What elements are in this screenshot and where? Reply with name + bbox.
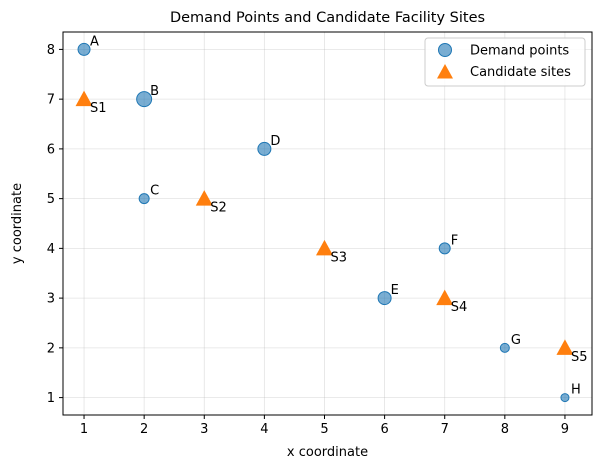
y-tick-label: 4 (47, 242, 55, 257)
y-tick-label: 8 (47, 43, 55, 58)
legend-label-candidate-sites: Candidate sites (470, 65, 571, 80)
y-tick-label: 5 (47, 192, 55, 207)
x-tick-label: 1 (80, 422, 88, 437)
legend-label-demand-points: Demand points (470, 44, 569, 59)
candidate-site-label: S3 (330, 250, 347, 265)
candidate-site-marker (556, 339, 574, 355)
y-tick-label: 6 (47, 142, 55, 157)
x-tick-label: 3 (200, 422, 208, 437)
y-tick-label: 1 (47, 391, 55, 406)
demand-point-marker (438, 242, 451, 255)
candidate-site-label: S4 (451, 300, 468, 315)
x-tick-label: 4 (260, 422, 268, 437)
candidate-site-marker (195, 190, 213, 206)
data-points (75, 42, 574, 403)
demand-point-label: B (150, 84, 159, 99)
demand-point-marker (136, 91, 153, 108)
demand-point-label: A (90, 34, 99, 49)
grid (63, 32, 592, 415)
y-axis-label: y coordinate (10, 183, 25, 264)
legend-marker-demand-points (438, 43, 452, 57)
demand-point-label: C (150, 184, 159, 199)
y-tick-label: 2 (47, 341, 55, 356)
x-tick-label: 8 (501, 422, 509, 437)
candidate-site-label: S1 (90, 101, 107, 116)
candidate-site-marker (315, 239, 333, 256)
legend-box (424, 37, 586, 87)
demand-point-label: H (571, 383, 581, 398)
demand-point-marker (560, 393, 570, 403)
x-tick-label: 5 (320, 422, 328, 437)
candidate-site-marker (436, 289, 454, 306)
point-labels: A B C D E F G H S1 S2 S3 S4 S5 (90, 34, 587, 397)
demand-point-marker (138, 193, 150, 205)
axis-ticks: 1 2 3 4 5 6 7 8 9 1 2 3 4 5 6 7 8 (47, 43, 569, 437)
x-tick-label: 7 (441, 422, 449, 437)
x-tick-label: 6 (380, 422, 388, 437)
candidate-site-marker (75, 90, 93, 107)
legend: Demand points Candidate sites (424, 37, 586, 87)
legend-marker-candidate-sites (437, 64, 453, 79)
chart-title: Demand Points and Candidate Facility Sit… (170, 10, 485, 26)
plot-frame (62, 31, 593, 416)
demand-point-label: D (270, 134, 280, 149)
y-tick-label: 3 (47, 292, 55, 307)
demand-point-marker (499, 342, 510, 353)
demand-point-marker (77, 42, 91, 56)
demand-point-label: E (391, 283, 399, 298)
x-tick-label: 9 (561, 422, 569, 437)
demand-point-label: F (451, 233, 458, 248)
y-tick-label: 7 (47, 93, 55, 108)
candidate-site-label: S5 (571, 350, 588, 365)
demand-point-marker (377, 291, 392, 306)
demand-point-marker (257, 141, 272, 156)
x-axis-label: x coordinate (287, 445, 368, 460)
candidate-site-label: S2 (210, 201, 227, 216)
demand-point-label: G (511, 333, 521, 348)
x-tick-label: 2 (140, 422, 148, 437)
